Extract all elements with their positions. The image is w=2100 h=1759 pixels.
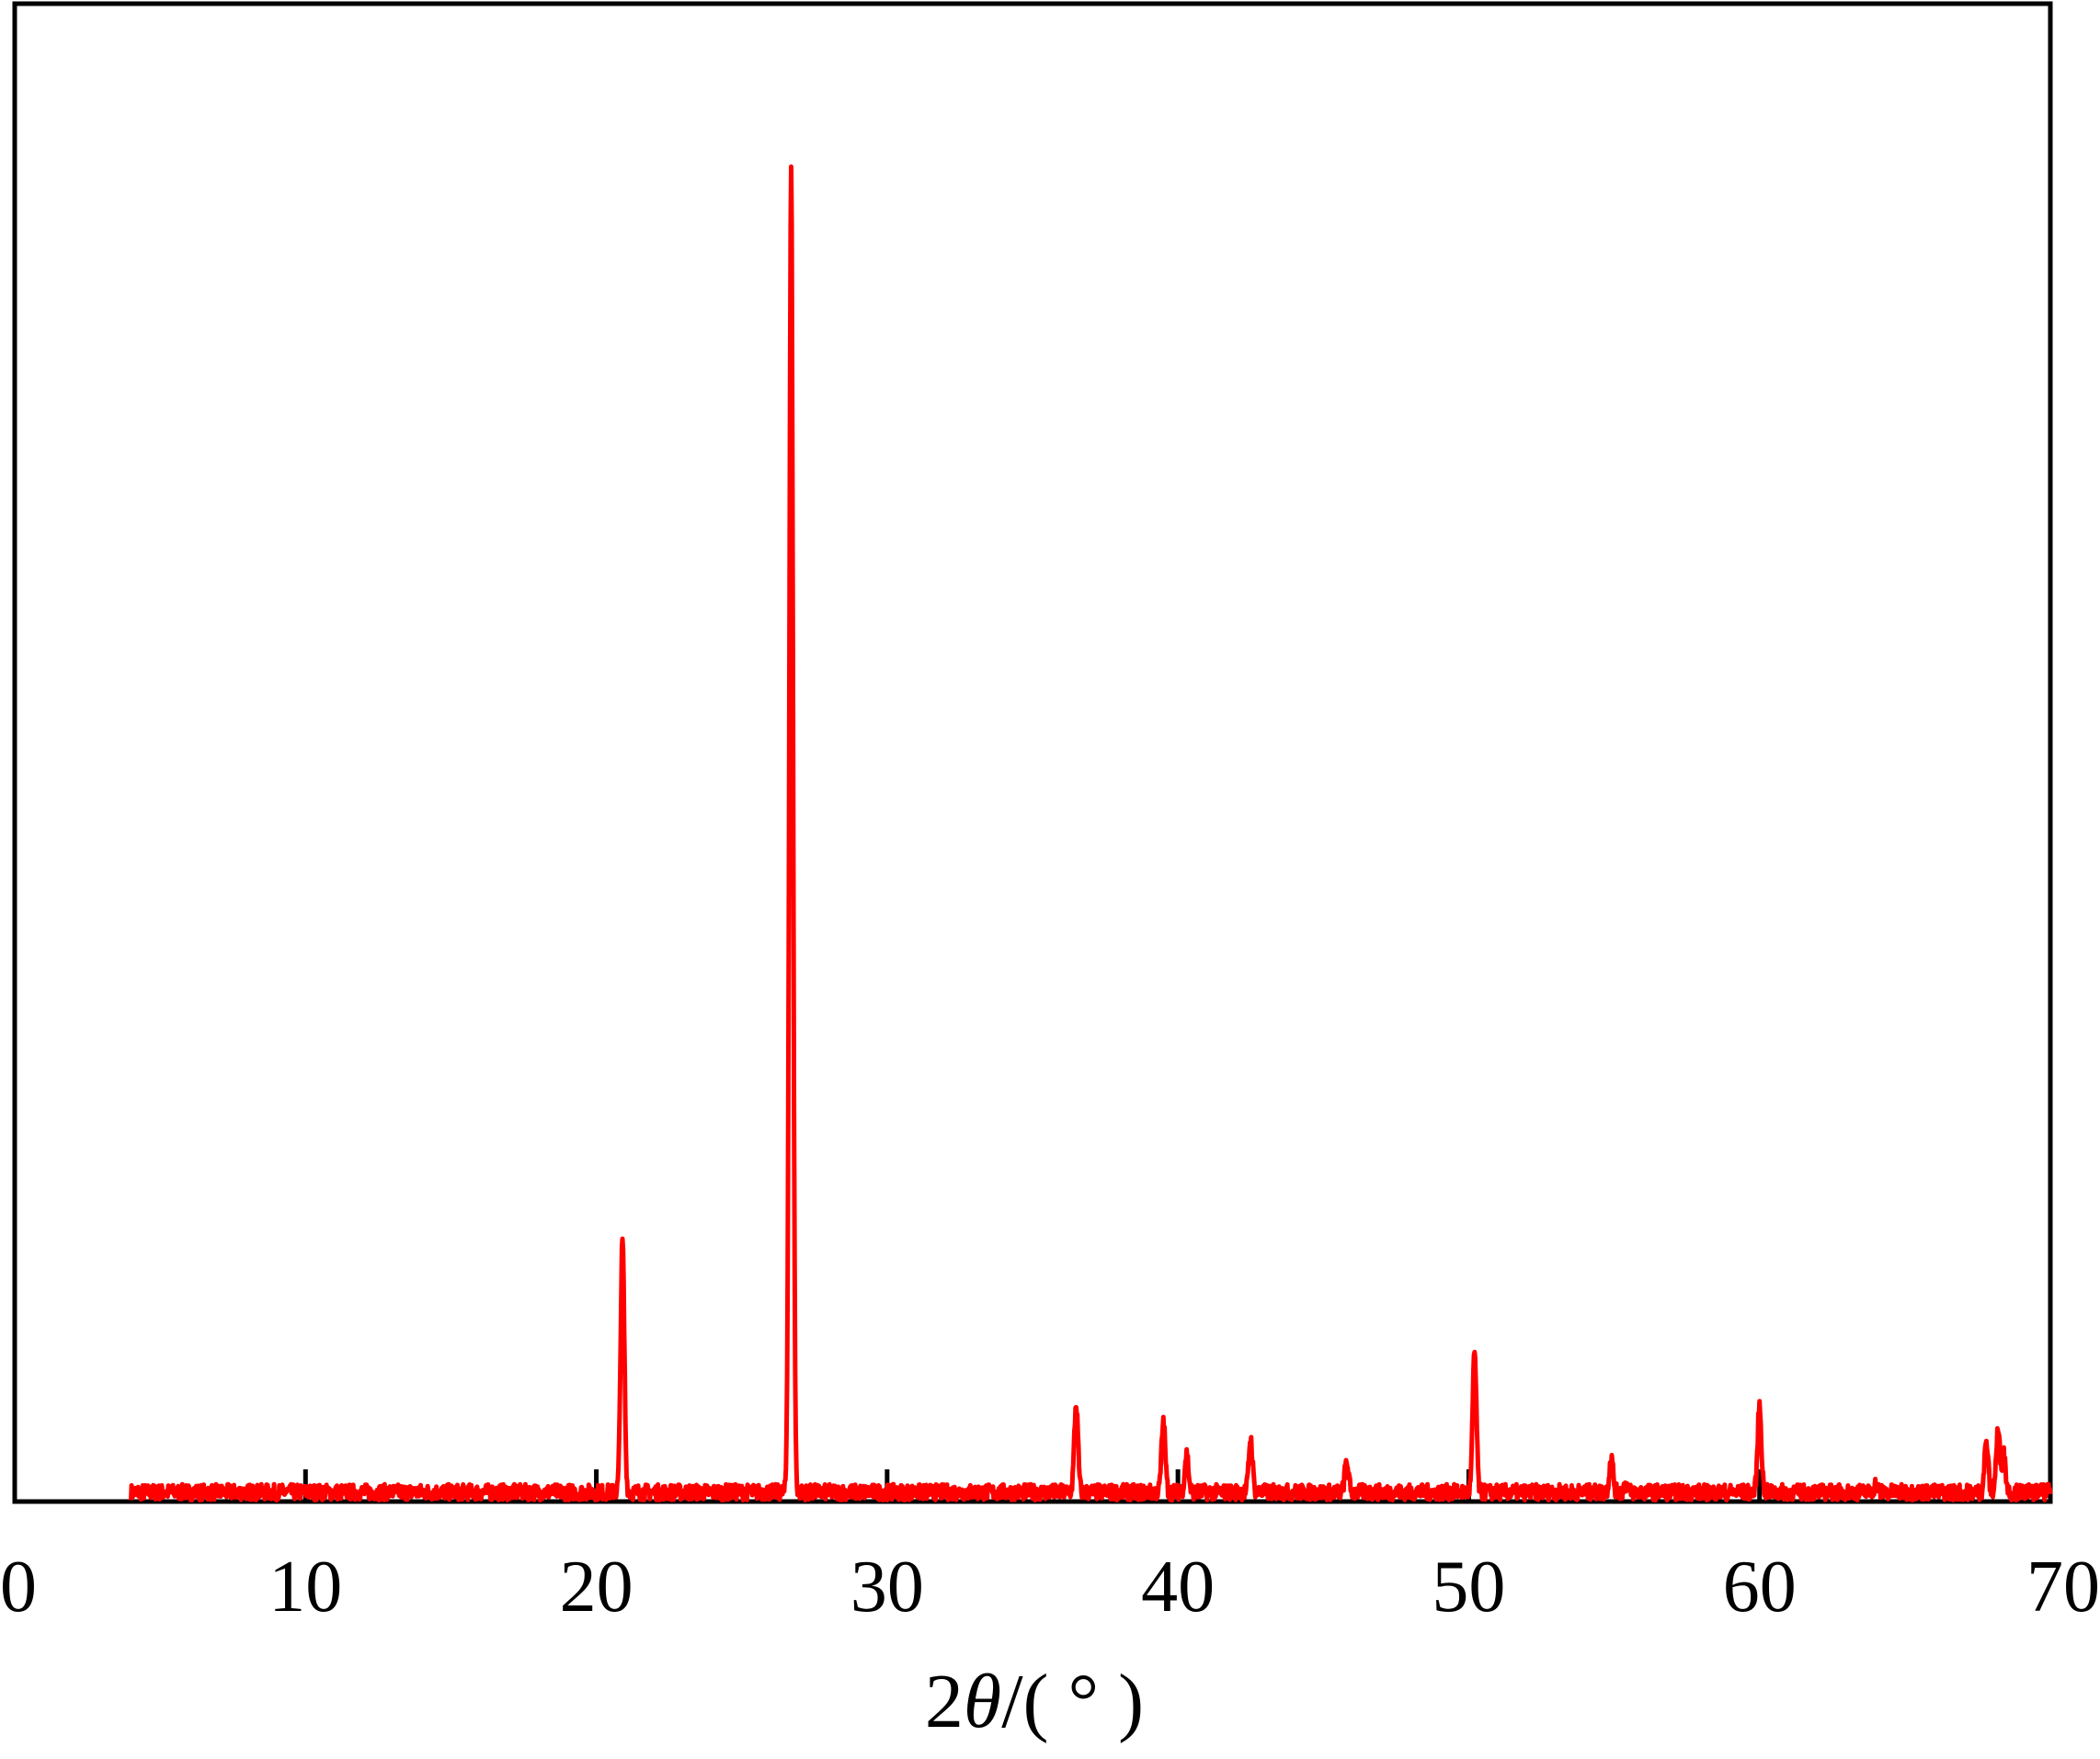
x-tick-label: 10 [268,1547,342,1628]
x-tick-labels: 0 10 20 30 40 50 60 70 [0,1547,2100,1628]
x-tick-label: 70 [2026,1547,2100,1628]
x-tick-label: 60 [1723,1547,1797,1628]
x-tick-label: 20 [560,1547,633,1628]
x-axis-label: 2θ/( ° ) [925,1659,1144,1744]
x-tick-label: 0 [0,1547,37,1628]
x-tick-label: 30 [850,1547,924,1628]
x-tick-label: 40 [1141,1547,1215,1628]
plot-frame [12,1,2053,1504]
series-line [129,164,2053,1502]
x-tick-label: 50 [1432,1547,1505,1628]
